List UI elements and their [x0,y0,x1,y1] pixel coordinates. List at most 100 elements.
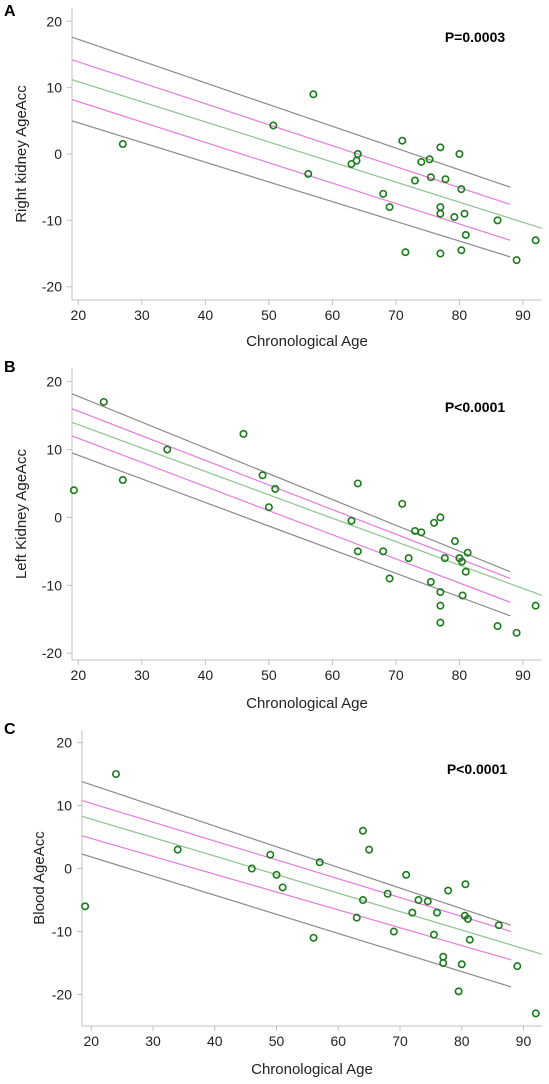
x-tick-label: 80 [454,1033,470,1049]
p-value-annotation: P=0.0003 [445,29,506,45]
chart-panel-c: 20 30 40 50 60 70 80 90 -20 -10 0 10 20 Chronological… [4,721,543,1078]
confidence-band-upper [71,408,511,580]
data-point [352,156,361,165]
y-tick-label: -10 [42,212,62,228]
data-point [450,213,459,222]
y-tick-label: 0 [64,861,72,877]
x-tick-label: 70 [392,1033,408,1049]
data-point [493,622,502,631]
data-point [436,249,445,258]
data-point [398,499,407,508]
data-point [425,155,434,164]
data-point [426,577,435,586]
y-tick-label: 10 [46,80,62,96]
data-point [436,143,445,152]
data-point [512,256,521,265]
y-axis-label: Right kidney AgeAcc [13,85,30,223]
x-tick-label: 50 [261,667,277,683]
data-point [81,902,90,911]
data-point [402,870,411,879]
data-point [460,209,469,218]
y-tick-label: 10 [56,798,72,814]
x-tick-label: 70 [388,667,404,683]
data-point [426,173,435,182]
data-point [247,864,256,873]
data-point [410,176,419,185]
data-point [304,169,313,178]
data-point [379,189,388,198]
x-tick-label: 20 [83,1033,99,1049]
data-point [436,203,445,212]
data-point [404,554,413,563]
data-point [429,930,438,939]
data-point [461,567,470,576]
data-point [353,479,362,488]
data-point [512,628,521,637]
x-tick-label: 60 [325,667,341,683]
data-point [383,889,392,898]
y-tick-label: 20 [56,735,72,751]
x-tick-label: 50 [261,307,277,323]
panel-letter: A [4,3,16,20]
data-point [463,914,472,923]
confidence-band-upper [81,799,512,933]
data-point [493,216,502,225]
data-point [118,476,127,485]
data-point [309,933,318,942]
data-point [353,150,362,159]
y-tick-label: 0 [54,146,62,162]
data-point [69,486,78,495]
x-axis-label: Chronological Age [251,1061,373,1078]
y-tick-label: 0 [54,509,62,525]
y-tick-label: -20 [42,645,62,661]
x-axis-label: Chronological Age [246,333,368,350]
x-tick-label: 90 [516,1033,532,1049]
x-tick-label: 30 [134,307,150,323]
y-tick-label: 20 [46,13,62,29]
x-tick-label: 80 [452,667,468,683]
x-tick-label: 90 [515,307,531,323]
data-point [439,952,448,961]
data-point [379,547,388,556]
data-point [269,121,278,130]
data-point [463,548,472,557]
confidence-band-lower [71,99,511,241]
data-point [450,537,459,546]
p-value-annotation: P<0.0001 [447,761,508,777]
x-tick-label: 60 [325,307,341,323]
panel-letter: C [4,721,16,738]
x-tick-label: 30 [145,1033,161,1049]
data-point [353,547,362,556]
data-point [414,896,423,905]
y-tick-label: -10 [52,924,72,940]
data-point [358,826,367,835]
data-point [266,850,275,859]
data-point [531,236,540,245]
chart-panel-a: 20 30 40 50 60 70 80 90 -20 -10 0 10 20 Chronological… [4,3,543,350]
y-axis-label: Left Kidney AgeAcc [13,448,30,579]
y-tick-label: 10 [46,441,62,457]
x-tick-label: 20 [71,307,87,323]
x-tick-label: 70 [388,307,404,323]
data-point [440,554,449,563]
y-tick-label: -20 [52,987,72,1003]
data-point [454,987,463,996]
panel-letter: B [4,359,16,376]
data-point [271,484,280,493]
data-point [436,209,445,218]
data-point [309,90,318,99]
prediction-band-upper [71,393,511,573]
data-point [457,960,466,969]
data-point [461,880,470,889]
data-point [423,897,432,906]
data-point [436,618,445,627]
data-point [358,896,367,905]
data-point [417,528,426,537]
regression-fit-line [71,79,543,229]
x-tick-label: 60 [330,1033,346,1049]
data-point [457,185,466,194]
x-tick-label: 20 [71,667,87,683]
x-tick-label: 50 [269,1033,285,1049]
data-point [258,471,267,480]
